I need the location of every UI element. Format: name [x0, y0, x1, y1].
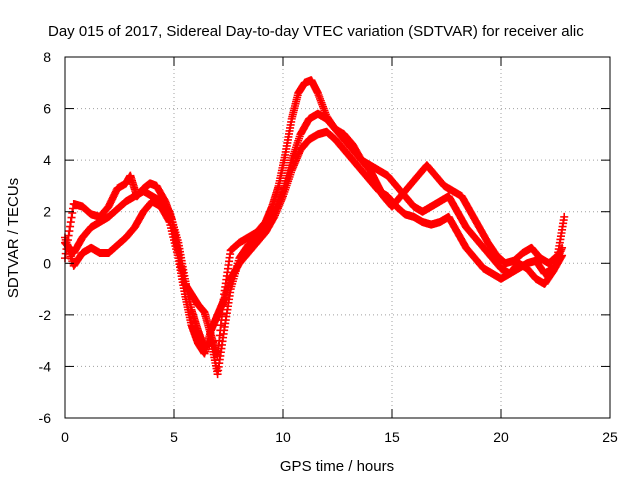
x-tick-label: 0 — [61, 429, 69, 445]
y-tick-label: 4 — [43, 152, 51, 168]
grid-lines — [65, 57, 610, 418]
data-point — [558, 251, 567, 260]
plot-frame — [64, 56, 611, 419]
x-tick-label: 25 — [602, 429, 618, 445]
data-point — [560, 212, 569, 221]
x-tick-label: 20 — [493, 429, 509, 445]
data-points — [61, 76, 569, 379]
x-tick-label: 5 — [170, 429, 178, 445]
x-tick-labels: 0 5 10 15 20 25 — [61, 429, 618, 445]
y-tick-labels: -6 -4 -2 0 2 4 6 8 — [39, 49, 52, 426]
y-tick-label: 8 — [43, 49, 51, 65]
y-tick-label: 6 — [43, 101, 51, 117]
y-tick-label: -4 — [39, 358, 52, 374]
data-point — [558, 243, 567, 252]
axis-ticks — [64, 56, 611, 419]
y-tick-label: -2 — [39, 307, 52, 323]
x-tick-label: 15 — [384, 429, 400, 445]
y-tick-label: 0 — [43, 255, 51, 271]
chart-title: Day 015 of 2017, Sidereal Day-to-day VTE… — [48, 23, 584, 40]
x-tick-label: 10 — [275, 429, 291, 445]
series-track-c — [61, 127, 567, 358]
y-axis-label: SDTVAR / TECUs — [5, 178, 22, 298]
y-tick-label: 2 — [43, 204, 51, 220]
x-axis-label: GPS time / hours — [280, 458, 394, 475]
y-tick-label: -6 — [39, 410, 52, 426]
